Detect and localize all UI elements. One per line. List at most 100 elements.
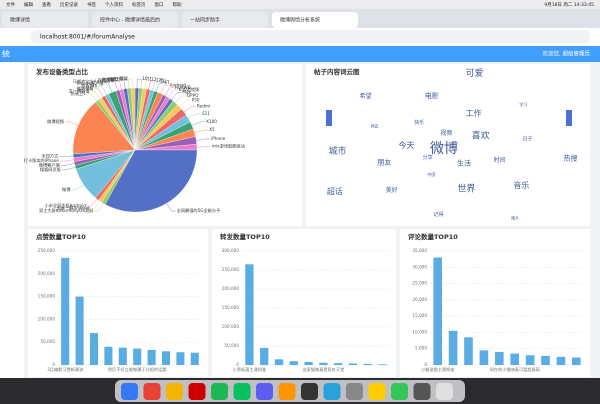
bar[interactable] [334, 363, 343, 365]
menu-item[interactable]: 文件 [6, 1, 15, 8]
cloud-word: 希望 [360, 92, 372, 100]
menu-item[interactable]: 编辑 [24, 1, 33, 8]
leader-line [160, 85, 169, 94]
dock-icon[interactable] [301, 383, 318, 400]
dock-icon[interactable] [143, 383, 161, 400]
dock-icon[interactable] [278, 383, 296, 400]
bar[interactable] [245, 264, 254, 365]
bar[interactable] [260, 347, 269, 365]
y-tick-label: 35,000 [412, 248, 427, 253]
slice-label: 12S [156, 78, 164, 83]
bar[interactable] [89, 333, 99, 365]
dock-icon[interactable] [323, 383, 341, 400]
tab[interactable] [2, 12, 88, 28]
bar[interactable] [433, 257, 443, 365]
cloud-word: 学习 [519, 101, 527, 107]
dock-icon[interactable] [121, 383, 138, 400]
menu-item[interactable]: 查看 [42, 1, 51, 8]
menu-item[interactable]: 书签 [87, 1, 96, 8]
bar[interactable] [464, 337, 473, 365]
dock-icon[interactable] [188, 383, 206, 400]
slice-label: 微博客户端 [39, 161, 60, 168]
x-tick-label: 3月幽默习惯新潮流 [47, 366, 84, 373]
bar[interactable] [289, 361, 298, 365]
dock-icon[interactable] [436, 383, 453, 400]
leader-line [59, 159, 74, 162]
cloud-word: 网友 [371, 122, 379, 128]
bar[interactable] [556, 356, 566, 365]
dock-icon[interactable] [391, 383, 408, 400]
cloud-word: 工作 [466, 108, 482, 118]
bar[interactable] [274, 359, 284, 365]
y-tick-label: 10,000 [412, 329, 427, 334]
y-tick-label: 100,000 [222, 324, 240, 329]
tab[interactable] [92, 12, 178, 28]
dock-icon[interactable] [211, 383, 228, 400]
menu-bar [0, 0, 600, 9]
bar[interactable] [541, 355, 550, 365]
y-tick-label: 0 [52, 362, 55, 367]
slice-label: 微博视频 [47, 118, 65, 125]
leader-line [59, 155, 74, 157]
leader-line [179, 100, 191, 108]
menu-item[interactable]: 窗口 [155, 1, 164, 8]
pie-slice[interactable] [72, 102, 136, 155]
dock-icon[interactable] [413, 383, 431, 400]
leader-line [148, 80, 155, 90]
chart-title: 点赞数量TOP10 [36, 232, 86, 241]
slice-label: 微博 [62, 186, 71, 193]
tab[interactable] [182, 12, 268, 28]
bar[interactable] [348, 363, 358, 365]
slice-label: mix游戏智能驱动 [212, 143, 245, 150]
bar[interactable] [190, 352, 199, 365]
bar[interactable] [363, 363, 372, 365]
clock: 9月18日 周二 14:33:45 [544, 2, 594, 8]
dock-icon[interactable] [368, 383, 386, 400]
header [0, 46, 600, 62]
bar[interactable] [147, 349, 156, 365]
dock-icon[interactable] [166, 383, 183, 400]
bar[interactable] [75, 296, 84, 365]
bar[interactable] [118, 347, 127, 365]
menu-item[interactable]: 标签页 [132, 1, 146, 8]
tab-title[interactable]: 微博详情 [10, 17, 30, 24]
bar[interactable] [133, 348, 142, 365]
address-bar[interactable] [30, 30, 590, 44]
bar[interactable] [510, 353, 520, 365]
user-info[interactable]: 欢迎您, 超级管理员 [543, 50, 591, 58]
bar[interactable] [494, 351, 504, 365]
tab[interactable] [272, 12, 358, 28]
bar[interactable] [479, 350, 489, 365]
leader-line [86, 93, 98, 102]
bar[interactable] [378, 364, 387, 365]
y-tick-label: 5,000 [415, 346, 427, 351]
cloud-word: 日子 [523, 135, 533, 142]
slice-label: 5G [160, 79, 166, 84]
slice-label: X5 [209, 127, 215, 132]
tab-title[interactable]: 控件中心 - 微博详情最后的 [100, 17, 160, 24]
bar[interactable] [304, 361, 313, 365]
slice-label: 小米全屏手机Android [45, 202, 87, 209]
dock-icon[interactable] [233, 383, 251, 400]
y-tick-label: 20,000 [412, 297, 427, 302]
dock-icon[interactable] [346, 383, 363, 400]
bar[interactable] [319, 362, 328, 365]
cloud-word: 快乐 [414, 119, 424, 126]
leader-line [119, 79, 126, 89]
menu-item[interactable]: 历史记录 [60, 1, 78, 8]
bar[interactable] [571, 357, 581, 365]
bar[interactable] [161, 351, 171, 365]
tab-title[interactable]: 一站同步助手 [190, 17, 220, 24]
bar[interactable] [448, 330, 458, 365]
bar[interactable] [61, 257, 70, 365]
tab-title[interactable]: 微博舆情分析系统 [280, 17, 320, 24]
bar[interactable] [104, 346, 113, 365]
x-tick-label: 这家猫咖真是彩虹天堂 [302, 366, 344, 373]
bar[interactable] [525, 355, 535, 365]
menu-item[interactable]: 帮助 [173, 1, 182, 8]
dock-icon[interactable] [256, 383, 273, 400]
leader-line [144, 79, 151, 89]
cloud-word: 记得 [434, 211, 444, 218]
bar[interactable] [176, 352, 185, 365]
menu-item[interactable]: 个人资料 [105, 1, 123, 8]
